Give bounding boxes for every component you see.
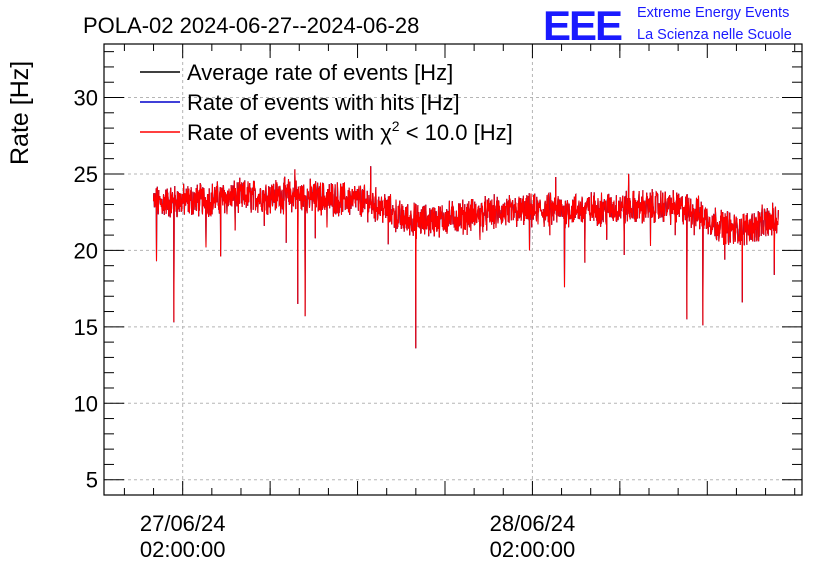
logo-line1: Extreme Energy Events xyxy=(637,5,789,21)
y-tick-label: 5 xyxy=(86,468,98,493)
chart-title: POLA-02 2024-06-27--2024-06-28 xyxy=(83,13,419,38)
series-line-3 xyxy=(152,166,779,349)
x-tick-label-time: 02:00:00 xyxy=(490,537,576,562)
legend-entry: Average rate of events [Hz] xyxy=(187,60,453,85)
plot-frame xyxy=(103,43,803,496)
y-tick-label: 25 xyxy=(74,162,98,187)
y-tick-label: 10 xyxy=(74,391,98,416)
y-tick-label: 20 xyxy=(74,238,98,263)
y-tick-labels: 5 10 15 20 25 30 xyxy=(74,86,98,493)
legend-entry: Rate of events with hits [Hz] xyxy=(187,90,460,115)
series-layer xyxy=(152,166,779,349)
x-tick-label-date: 27/06/24 xyxy=(140,511,226,536)
legend: Average rate of events [Hz] Rate of event… xyxy=(140,60,513,145)
logo-mark: EEE xyxy=(543,2,622,49)
x-tick-label-date: 28/06/24 xyxy=(490,511,576,536)
axis-ticks xyxy=(104,44,802,496)
logo-line2: La Scienza nelle Scuole xyxy=(637,27,792,43)
eee-logo: EEE Extreme Energy Events La Scienza nel… xyxy=(543,2,792,49)
y-tick-label: 15 xyxy=(74,315,98,340)
y-axis-label: Rate [Hz] xyxy=(6,61,34,165)
legend-entry: Rate of events with χ2 < 10.0 [Hz] xyxy=(187,118,513,145)
x-tick-label-time: 02:00:00 xyxy=(140,537,226,562)
y-tick-label: 30 xyxy=(74,86,98,111)
